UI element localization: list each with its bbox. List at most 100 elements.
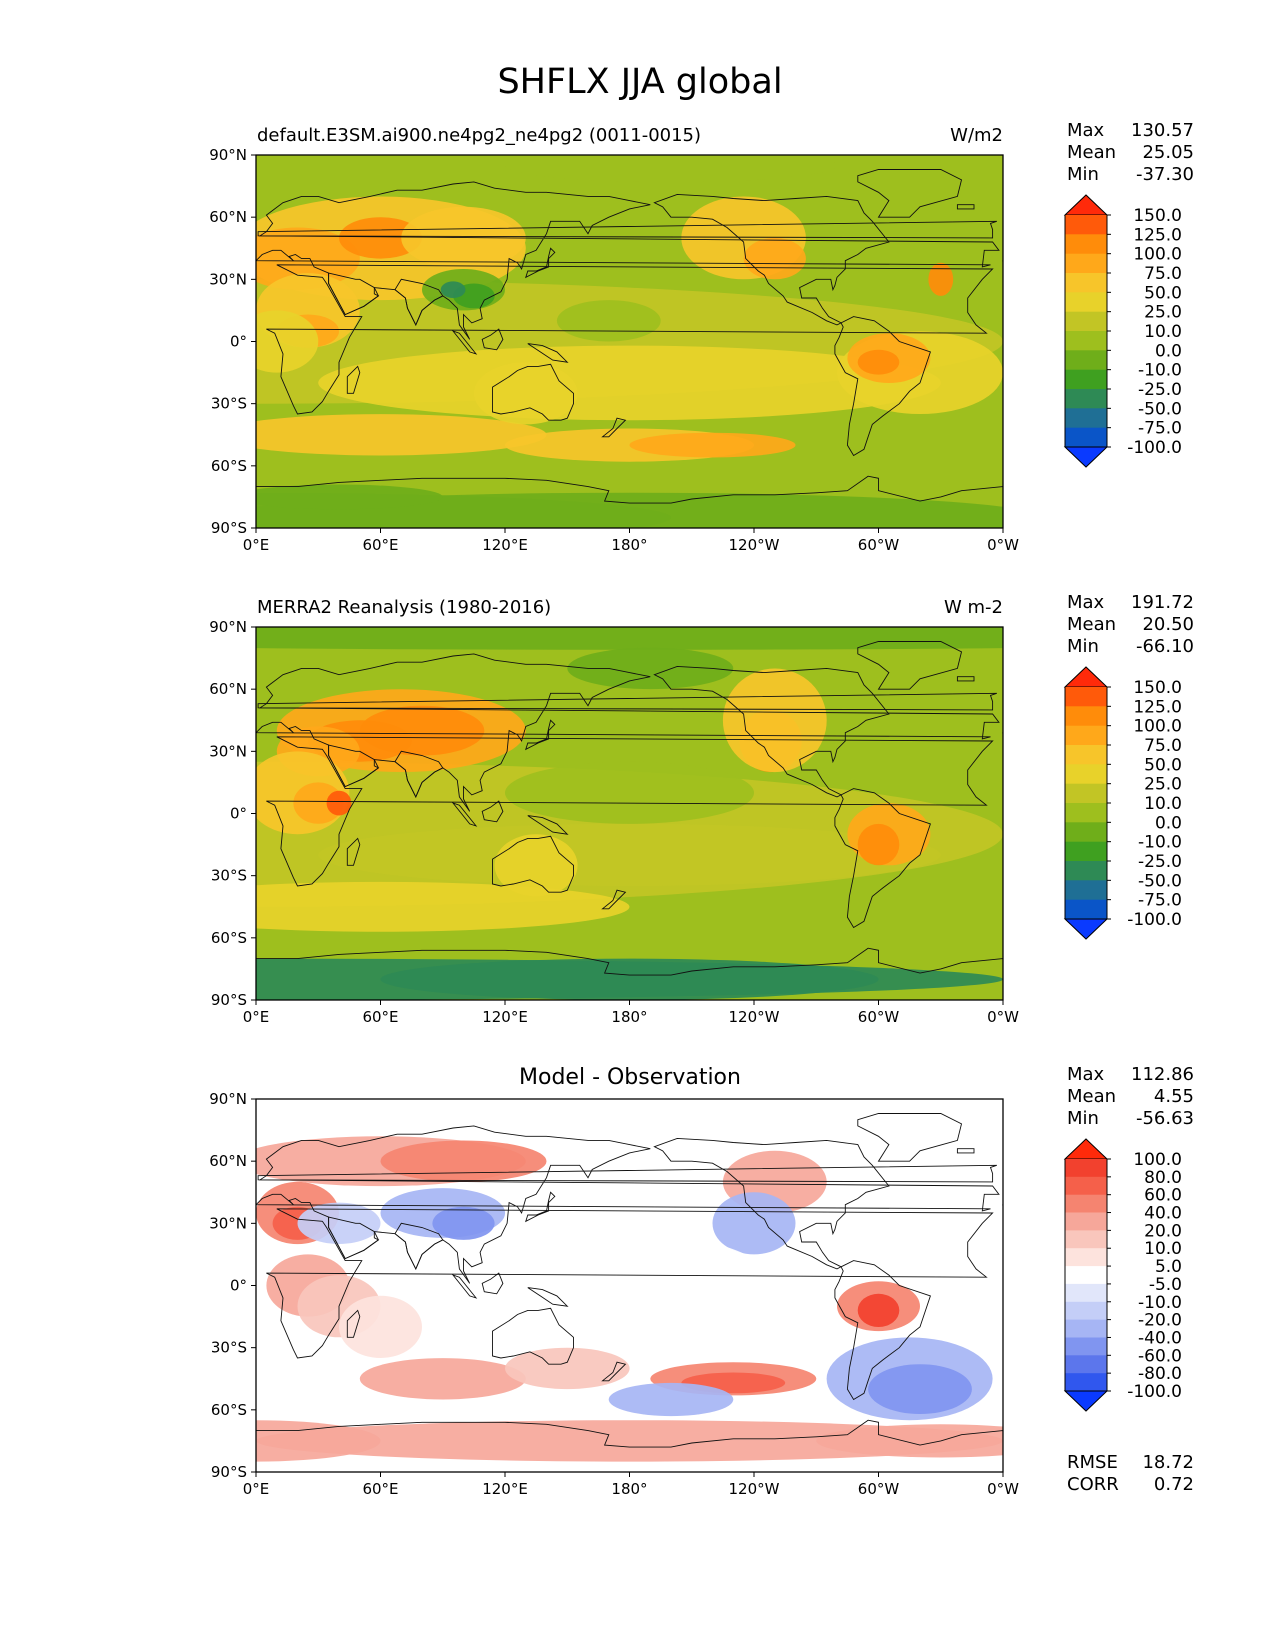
colorbar-swatch [1065,1266,1107,1285]
field-contour [857,349,900,375]
lat-tick-label: 30°S [211,1339,247,1357]
colorbar-label: 125.0 [1133,697,1182,717]
coastline-antarctica [1002,1430,1003,1472]
colorbar-swatch [1065,273,1107,293]
field-contour [339,217,422,259]
stat-min-label: Min [1067,164,1099,185]
lat-tick-label: 30°N [209,270,247,288]
colorbar-label: -10.0 [1138,361,1182,381]
panel-obs: MERRA2 Reanalysis (1980-2016) W m-2 90°N… [0,592,1250,1026]
coastline-arabia [328,1216,379,1260]
colorbar-swatch [1065,234,1107,255]
colorbar-swatch [1065,292,1107,313]
coastline-borneo [1229,801,1250,822]
colorbar-swatch [1065,803,1107,823]
coastline-japan [525,719,556,751]
coastline-antarctica [256,475,1003,528]
coastline-n-america [653,193,890,326]
coastline-arabia [328,272,379,316]
stat-mean-label: Mean [1067,1086,1116,1107]
field-contour [608,1382,734,1417]
colorbar-label: 50.0 [1144,283,1182,303]
colorbar-label: -80.0 [1138,1364,1182,1384]
lon-tick-label: 0°W [987,1008,1019,1026]
colorbar-extension-max [1063,194,1109,216]
colorbar-label: 100.0 [1133,1150,1182,1170]
colorbar-swatch [1065,1212,1107,1231]
field-contour [857,1293,900,1327]
stat-max-value: 112.86 [1131,1064,1194,1085]
coastline-europe-asia [0,654,252,812]
coastline-nz [601,889,627,910]
coastline-sumatra [1200,803,1223,826]
field-contour [629,432,796,458]
lat-tick-label: 60°S [211,457,247,475]
lon-tick-label: 60°W [858,1480,900,1498]
stat-mean-value: 4.55 [1154,1086,1194,1107]
coastline-s-america [834,316,931,457]
coastline-n-america [0,666,142,797]
lon-tick-label: 60°E [362,1008,398,1026]
field-contour [380,1140,547,1182]
axis-ticks: 90°N 60°N 30°N 0° 30°S 60°S 90°S0°E 60°E 120°E 18… [209,146,1019,554]
stat-rmse-label: RMSE [1067,1452,1118,1473]
colorbar-label: 125.0 [1133,225,1182,245]
colorbar-swatch [1065,880,1107,901]
stat-mean-value: 20.50 [1142,614,1194,635]
coastline-madagascar [346,837,361,866]
lon-tick-label: 0°W [987,1480,1019,1498]
colorbar-swatch [1065,389,1107,409]
coastline-new-guinea [527,343,569,363]
coastline-africa [266,736,994,887]
stat-min-label: Min [1067,636,1099,657]
field-contour [256,1420,1003,1462]
coastline-greenland [111,642,215,690]
colorbar-label: 10.0 [1144,322,1182,342]
panel-units: W m-2 [944,597,1003,618]
coastline-s-america [834,788,931,929]
coastline-greenland [857,169,963,218]
colorbar-label: 150.0 [1133,678,1182,698]
lon-tick-label: 60°E [362,536,398,554]
colorbar-label: 75.0 [1144,736,1182,756]
stats-box: Max 191.72 Mean 20.50 Min -66.10 [1067,592,1194,657]
colorbar-swatch [1065,1301,1107,1321]
lon-tick-label: 120°W [729,536,780,554]
coastline-s-america [88,317,183,456]
stat-min-value: -56.63 [1136,1108,1194,1129]
coastline-madagascar [346,365,361,394]
coastline-n-america [0,194,142,325]
stat-mean-label: Mean [1067,142,1116,163]
colorbar-label: 100.0 [1133,245,1182,265]
colorbar-swatch [1065,1159,1107,1178]
lon-tick-label: 0°E [243,1480,270,1498]
field-contour [256,627,1003,650]
colorbar-label: -75.0 [1138,891,1182,911]
stat-max-value: 130.57 [1131,120,1194,141]
coastline-sumatra [451,1274,478,1299]
field-contour [318,823,941,887]
coastline-australia [492,1307,574,1365]
colorbar-label: -10.0 [1138,1293,1182,1313]
figure-title: SHFLX JJA global [497,62,782,102]
lon-tick-label: 120°E [482,1008,528,1026]
field-contour [339,1295,422,1358]
map-obs [0,627,1250,1000]
colorbar-swatch [1065,215,1107,235]
lat-tick-label: 0° [230,1277,247,1295]
colorbar-swatch [1065,725,1107,746]
lat-tick-label: 60°N [209,1152,247,1170]
coastline-nz [601,1361,627,1382]
stat-mean-value: 25.05 [1142,142,1194,163]
stat-min-value: -66.10 [1136,636,1194,657]
stat-max-label: Max [1067,1064,1105,1085]
colorbar-swatch [1065,822,1107,843]
colorbar-label: 100.0 [1133,717,1182,737]
lon-tick-label: 120°W [729,1008,780,1026]
colorbar-label: -25.0 [1138,852,1182,872]
lon-tick-label: 120°E [482,536,528,554]
colorbar-swatch [1065,764,1107,785]
colorbar-extension-min [1063,1390,1109,1412]
colorbar-swatch [1065,369,1107,390]
stat-rmse-value: 18.72 [1142,1452,1194,1473]
